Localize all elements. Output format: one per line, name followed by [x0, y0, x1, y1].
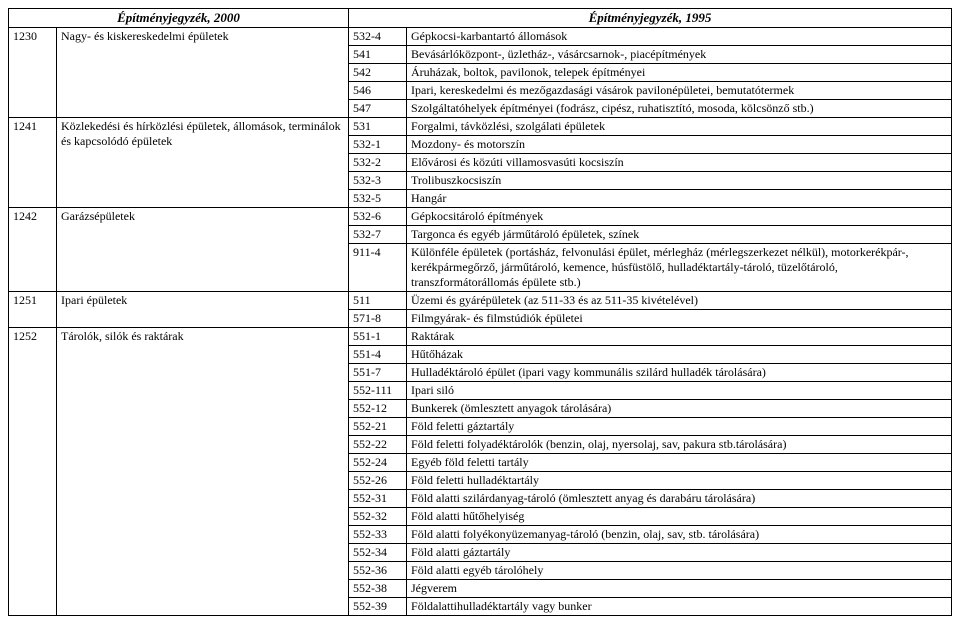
desc-right-cell: Föld alatti folyékonyüzemanyag-tároló (b…	[407, 526, 952, 544]
code-right-cell: 552-24	[349, 454, 407, 472]
table-row: 1230Nagy- és kiskereskedelmi épületek532…	[9, 28, 952, 46]
desc-right-cell: Hangár	[407, 190, 952, 208]
code-left-cell: 1252	[9, 328, 57, 616]
code-left-cell: 1242	[9, 208, 57, 292]
desc-right-cell: Föld feletti hulladéktartály	[407, 472, 952, 490]
desc-right-cell: Bunkerek (ömlesztett anyagok tárolására)	[407, 400, 952, 418]
desc-right-cell: Ipari, kereskedelmi és mezőgazdasági vás…	[407, 82, 952, 100]
code-right-cell: 532-7	[349, 226, 407, 244]
desc-right-cell: Föld feletti gáztartály	[407, 418, 952, 436]
code-right-cell: 551-7	[349, 364, 407, 382]
desc-right-cell: Föld alatti szilárdanyag-tároló (ömleszt…	[407, 490, 952, 508]
desc-right-cell: Elővárosi és közúti villamosvasúti kocsi…	[407, 154, 952, 172]
code-right-cell: 541	[349, 46, 407, 64]
code-right-cell: 552-33	[349, 526, 407, 544]
desc-right-cell: Hulladéktároló épület (ipari vagy kommun…	[407, 364, 952, 382]
desc-right-cell: Föld alatti egyéb tárolóhely	[407, 562, 952, 580]
mapping-table: Építményjegyzék, 2000 Építményjegyzék, 1…	[8, 8, 952, 616]
desc-right-cell: Jégverem	[407, 580, 952, 598]
desc-right-cell: Üzemi és gyárépületek (az 511-33 és az 5…	[407, 292, 952, 310]
code-left-cell: 1230	[9, 28, 57, 118]
code-right-cell: 552-21	[349, 418, 407, 436]
header-left: Építményjegyzék, 2000	[9, 9, 349, 28]
code-right-cell: 552-34	[349, 544, 407, 562]
desc-left-cell: Ipari épületek	[57, 292, 349, 328]
desc-right-cell: Raktárak	[407, 328, 952, 346]
desc-right-cell: Föld alatti gáztartály	[407, 544, 952, 562]
desc-right-cell: Gépkocsitároló építmények	[407, 208, 952, 226]
code-right-cell: 911-4	[349, 244, 407, 292]
desc-right-cell: Gépkocsi-karbantartó állomások	[407, 28, 952, 46]
code-right-cell: 552-38	[349, 580, 407, 598]
code-right-cell: 547	[349, 100, 407, 118]
code-right-cell: 552-39	[349, 598, 407, 616]
table-row: 1251Ipari épületek511Üzemi és gyárépület…	[9, 292, 952, 310]
desc-right-cell: Filmgyárak- és filmstúdiók épületei	[407, 310, 952, 328]
desc-right-cell: Földalattihulladéktartály vagy bunker	[407, 598, 952, 616]
code-right-cell: 532-4	[349, 28, 407, 46]
code-right-cell: 552-36	[349, 562, 407, 580]
desc-right-cell: Szolgáltatóhelyek építményei (fodrász, c…	[407, 100, 952, 118]
desc-left-cell: Közlekedési és hírközlési épületek, állo…	[57, 118, 349, 208]
code-right-cell: 552-22	[349, 436, 407, 454]
code-right-cell: 552-12	[349, 400, 407, 418]
code-right-cell: 552-32	[349, 508, 407, 526]
code-right-cell: 546	[349, 82, 407, 100]
code-right-cell: 552-31	[349, 490, 407, 508]
desc-right-cell: Föld alatti hűtőhelyiség	[407, 508, 952, 526]
code-right-cell: 531	[349, 118, 407, 136]
code-right-cell: 552-111	[349, 382, 407, 400]
desc-right-cell: Bevásárlóközpont-, üzletház-, vásárcsarn…	[407, 46, 952, 64]
desc-right-cell: Föld feletti folyadéktárolók (benzin, ol…	[407, 436, 952, 454]
code-right-cell: 511	[349, 292, 407, 310]
desc-right-cell: Hűtőházak	[407, 346, 952, 364]
code-right-cell: 532-6	[349, 208, 407, 226]
desc-right-cell: Különféle épületek (portásház, felvonulá…	[407, 244, 952, 292]
desc-left-cell: Garázsépületek	[57, 208, 349, 292]
table-row: 1252Tárolók, silók és raktárak551-1Raktá…	[9, 328, 952, 346]
code-left-cell: 1251	[9, 292, 57, 328]
code-right-cell: 532-3	[349, 172, 407, 190]
code-left-cell: 1241	[9, 118, 57, 208]
table-row: 1242Garázsépületek532-6Gépkocsitároló ép…	[9, 208, 952, 226]
table-row: 1241Közlekedési és hírközlési épületek, …	[9, 118, 952, 136]
desc-right-cell: Mozdony- és motorszín	[407, 136, 952, 154]
desc-right-cell: Trolibuszkocsiszín	[407, 172, 952, 190]
desc-right-cell: Targonca és egyéb járműtároló épületek, …	[407, 226, 952, 244]
code-right-cell: 571-8	[349, 310, 407, 328]
table-header-row: Építményjegyzék, 2000 Építményjegyzék, 1…	[9, 9, 952, 28]
code-right-cell: 532-1	[349, 136, 407, 154]
code-right-cell: 532-2	[349, 154, 407, 172]
code-right-cell: 532-5	[349, 190, 407, 208]
header-right: Építményjegyzék, 1995	[349, 9, 952, 28]
desc-right-cell: Áruházak, boltok, pavilonok, telepek épí…	[407, 64, 952, 82]
desc-right-cell: Ipari siló	[407, 382, 952, 400]
desc-left-cell: Nagy- és kiskereskedelmi épületek	[57, 28, 349, 118]
desc-right-cell: Egyéb föld feletti tartály	[407, 454, 952, 472]
desc-left-cell: Tárolók, silók és raktárak	[57, 328, 349, 616]
code-right-cell: 542	[349, 64, 407, 82]
code-right-cell: 552-26	[349, 472, 407, 490]
code-right-cell: 551-1	[349, 328, 407, 346]
desc-right-cell: Forgalmi, távközlési, szolgálati épülete…	[407, 118, 952, 136]
code-right-cell: 551-4	[349, 346, 407, 364]
